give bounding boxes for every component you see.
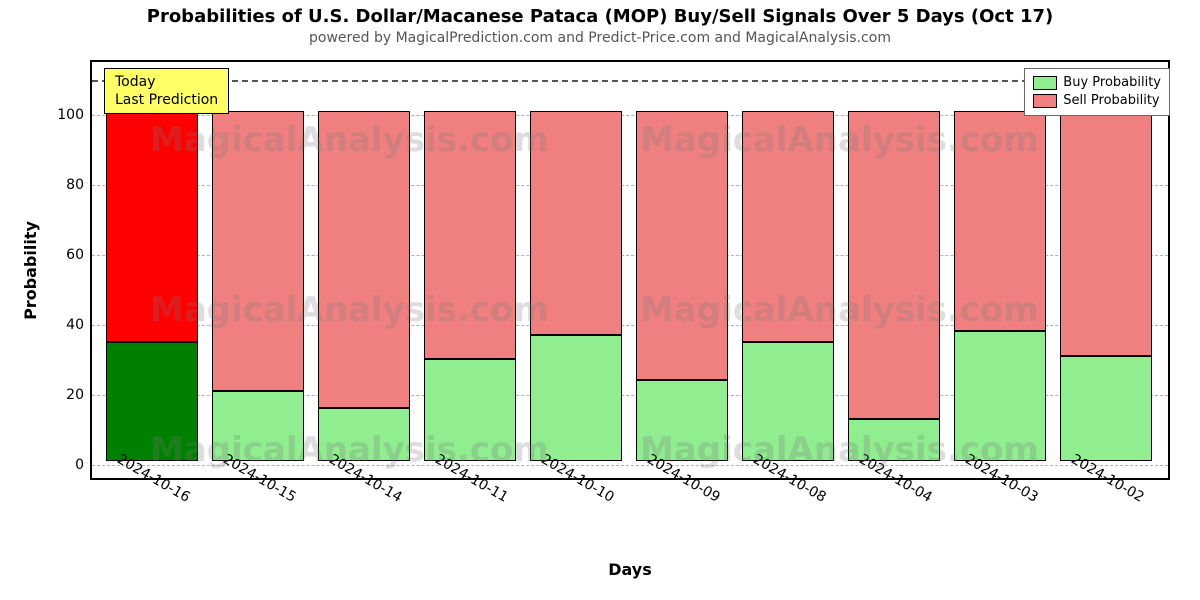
bar-group: 2024-10-02 (1060, 58, 1152, 478)
bar-buy (1060, 356, 1152, 461)
bar-group: 2024-10-09 (636, 58, 728, 478)
chart-subtitle: powered by MagicalPrediction.com and Pre… (0, 30, 1200, 46)
bar-buy (424, 359, 516, 461)
bar-sell (1060, 111, 1152, 356)
bar-group: 2024-10-04 (848, 58, 940, 478)
today-annotation: Today Last Prediction (104, 68, 229, 114)
bar-sell (212, 111, 304, 391)
bar-sell (530, 111, 622, 335)
x-axis-label: Days (90, 560, 1170, 579)
bar-sell (106, 111, 198, 342)
bar-group: 2024-10-03 (954, 58, 1046, 478)
bar-buy (212, 391, 304, 461)
legend-swatch (1033, 76, 1057, 90)
ytick-label: 60 (66, 247, 84, 263)
ytick-label: 0 (75, 457, 84, 473)
ytick-label: 20 (66, 387, 84, 403)
bar-sell (636, 111, 728, 381)
bar-sell (742, 111, 834, 342)
y-axis-label: Probability (21, 221, 40, 320)
bar-group: 2024-10-11 (424, 58, 516, 478)
bar-sell (954, 111, 1046, 332)
today-line1: Today (115, 73, 218, 91)
bar-sell (848, 111, 940, 419)
legend-label: Sell Probability (1063, 92, 1159, 110)
y-axis-label-container: Probability (20, 60, 40, 480)
bar-group: 2024-10-16 (106, 58, 198, 478)
legend-item: Buy Probability (1033, 74, 1161, 92)
plot-inner: 0204060801002024-10-162024-10-152024-10-… (92, 62, 1168, 478)
bar-buy (530, 335, 622, 461)
legend-label: Buy Probability (1063, 74, 1161, 92)
bar-group: 2024-10-14 (318, 58, 410, 478)
legend-item: Sell Probability (1033, 92, 1161, 110)
bar-buy (742, 342, 834, 461)
ytick-label: 40 (66, 317, 84, 333)
plot-area: 0204060801002024-10-162024-10-152024-10-… (90, 60, 1170, 480)
ytick-label: 80 (66, 177, 84, 193)
chart-container: Probabilities of U.S. Dollar/Macanese Pa… (0, 0, 1200, 600)
bar-buy (954, 331, 1046, 461)
bar-buy (318, 408, 410, 461)
bar-group: 2024-10-15 (212, 58, 304, 478)
chart-title: Probabilities of U.S. Dollar/Macanese Pa… (0, 6, 1200, 27)
bar-group: 2024-10-08 (742, 58, 834, 478)
bar-buy (636, 380, 728, 461)
ytick-label: 100 (57, 107, 84, 123)
bar-buy (106, 342, 198, 461)
bar-sell (318, 111, 410, 409)
legend-swatch (1033, 94, 1057, 108)
bar-group: 2024-10-10 (530, 58, 622, 478)
bar-sell (424, 111, 516, 360)
today-line2: Last Prediction (115, 91, 218, 109)
legend: Buy ProbabilitySell Probability (1024, 68, 1170, 116)
